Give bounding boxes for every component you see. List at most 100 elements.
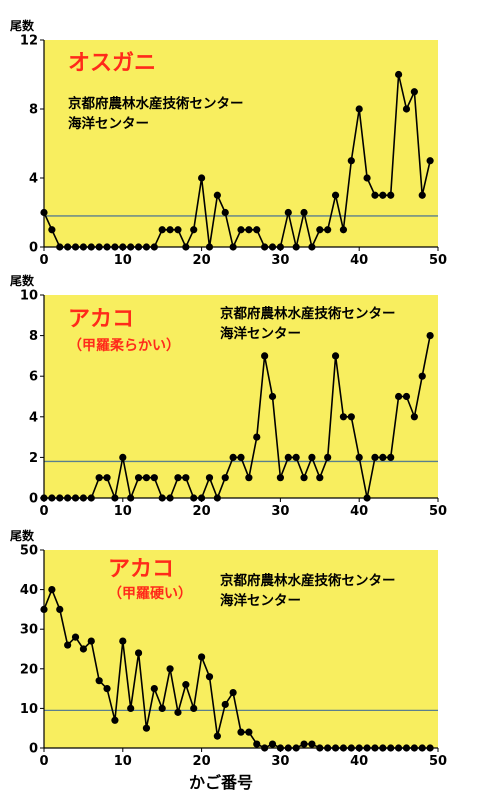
data-point (245, 474, 253, 482)
source-annotation-line: 海洋センター (220, 325, 301, 342)
data-point (111, 243, 119, 251)
data-point (71, 633, 80, 641)
x-tick-label: 50 (429, 504, 447, 519)
data-point (316, 474, 324, 482)
data-point (79, 645, 87, 653)
x-tick-label: 10 (114, 504, 132, 519)
data-point (229, 243, 237, 251)
data-point (56, 605, 64, 614)
data-point (158, 494, 166, 502)
data-point (402, 744, 411, 752)
data-point (331, 352, 340, 360)
data-point (79, 494, 87, 502)
data-point (95, 677, 103, 685)
y-tick-label: 10 (20, 702, 38, 717)
data-point (410, 413, 418, 421)
data-point (142, 474, 151, 482)
data-point (261, 352, 269, 360)
data-point (205, 243, 214, 251)
data-point (395, 744, 403, 752)
data-point (331, 744, 340, 752)
data-point (182, 681, 190, 689)
data-point (363, 494, 371, 502)
y-tick-label: 0 (29, 492, 38, 507)
data-point (237, 226, 245, 234)
data-point (127, 494, 135, 502)
plot-background (44, 550, 438, 748)
data-point (276, 243, 284, 251)
data-point (174, 226, 182, 234)
data-point (379, 744, 387, 752)
data-point (71, 494, 80, 502)
data-point (95, 243, 103, 251)
data-point (103, 685, 111, 693)
data-point (190, 704, 198, 713)
data-point (308, 453, 316, 461)
data-point (190, 226, 198, 234)
data-point (221, 700, 229, 709)
y-tick-label: 40 (20, 583, 38, 598)
data-point (324, 744, 332, 752)
y-tick-label: 4 (29, 410, 38, 425)
data-point (387, 453, 395, 461)
y-tick-label: 50 (20, 544, 38, 559)
data-point (87, 494, 95, 502)
x-tick-label: 0 (39, 253, 48, 268)
data-point (261, 243, 269, 251)
data-point (426, 332, 434, 340)
x-tick-label: 0 (39, 754, 48, 769)
data-point (300, 474, 308, 482)
data-point (387, 191, 395, 199)
data-point (268, 243, 277, 251)
data-point (261, 744, 269, 752)
data-point (158, 704, 166, 713)
data-point (300, 208, 308, 217)
data-point (111, 716, 119, 724)
data-point (134, 243, 143, 251)
data-point (371, 453, 379, 461)
data-point (253, 226, 261, 234)
y-tick-label: 20 (20, 662, 38, 677)
data-point (284, 208, 292, 217)
data-point (213, 732, 221, 740)
y-tick-label: 10 (20, 289, 38, 304)
chart-panel-1: 0 4 8 12 0 10 20 30 40 50 尾数オスガニ京都府農林水産技術センター海洋センタ… (10, 18, 447, 268)
data-point (324, 453, 332, 461)
y-tick-label: 0 (29, 241, 38, 256)
x-tick-label: 10 (114, 754, 132, 769)
x-tick-label: 20 (193, 754, 211, 769)
x-tick-label: 10 (114, 253, 132, 268)
data-point (268, 740, 277, 748)
data-point (64, 494, 72, 502)
data-point (347, 157, 355, 165)
data-point (316, 744, 324, 752)
data-point (308, 740, 316, 748)
data-point (268, 392, 277, 401)
y-tick-label: 2 (29, 451, 38, 466)
x-tick-label: 20 (193, 504, 211, 519)
data-point (229, 453, 237, 461)
data-point (245, 728, 253, 736)
data-point (363, 174, 371, 182)
y-tick-label: 8 (29, 329, 38, 344)
data-point (134, 474, 143, 482)
data-point (182, 243, 190, 251)
data-point (395, 70, 403, 79)
source-annotation-line: 京都府農林水産技術センター (68, 95, 244, 112)
data-point (87, 243, 95, 251)
chart-subtitle: （甲羅硬い） (108, 586, 192, 602)
data-point (253, 433, 261, 441)
data-point (395, 392, 403, 401)
data-point (166, 226, 174, 234)
data-point (418, 372, 426, 380)
data-point (316, 226, 324, 234)
data-point (339, 744, 348, 752)
chart-title: アカコ (108, 557, 174, 582)
data-point (284, 744, 292, 752)
data-point (237, 453, 245, 461)
data-point (229, 688, 237, 697)
data-point (142, 724, 151, 732)
